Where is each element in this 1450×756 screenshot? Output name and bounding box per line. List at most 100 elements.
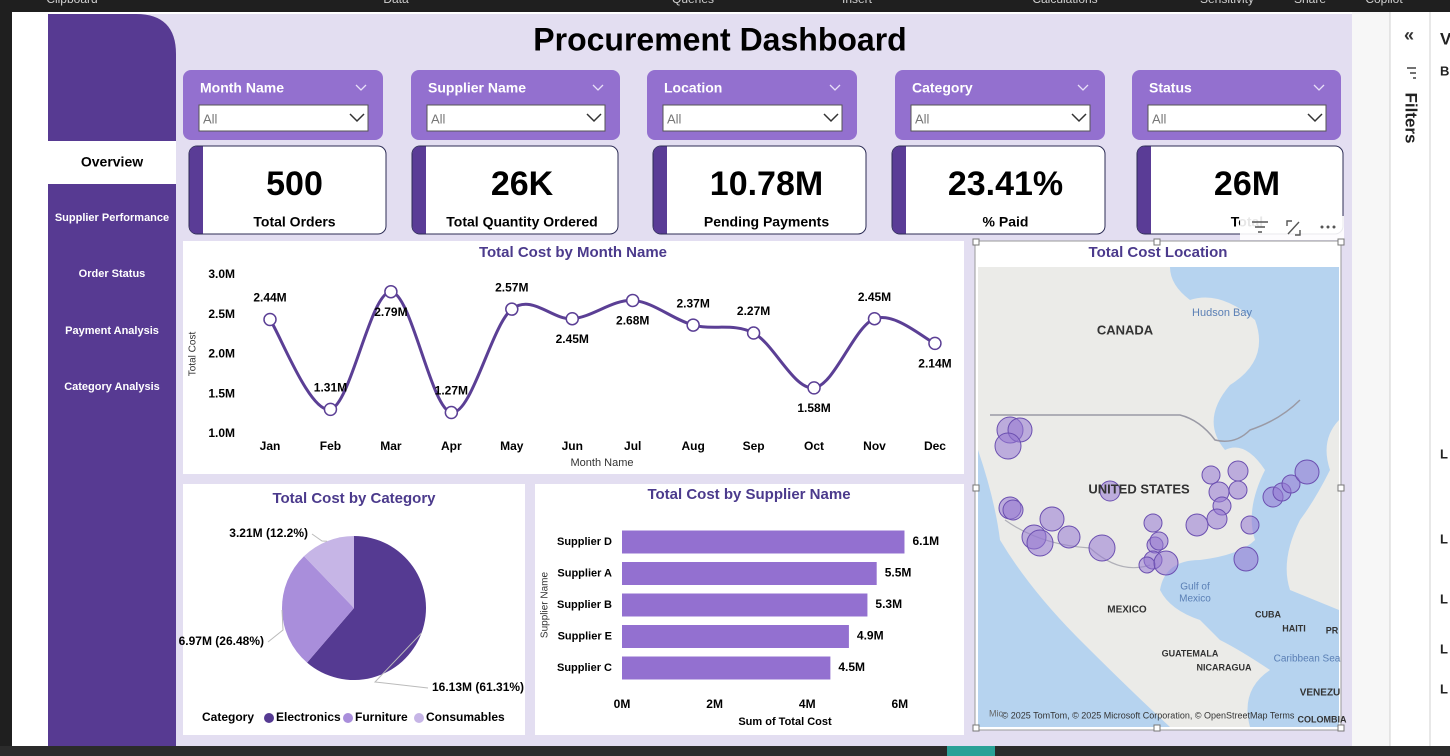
data-point xyxy=(928,336,942,351)
legend-marker[interactable] xyxy=(414,713,424,723)
map-label: GUATEMALA xyxy=(1162,648,1219,658)
selection-handle[interactable] xyxy=(1337,724,1345,732)
data-label: 5.5M xyxy=(885,566,912,580)
selection-handle[interactable] xyxy=(972,484,980,492)
bar[interactable] xyxy=(622,593,868,617)
data-point xyxy=(384,284,398,299)
map-bubble[interactable] xyxy=(1039,506,1065,532)
data-label: 3.21M (12.2%) xyxy=(229,526,308,540)
legend-title: Category xyxy=(202,710,254,724)
pie-slice xyxy=(282,556,354,663)
pane-icon[interactable] xyxy=(1407,67,1416,79)
map-bubble[interactable] xyxy=(1281,474,1301,494)
status-tab xyxy=(947,746,995,756)
focus-icon[interactable] xyxy=(1286,220,1301,236)
bar[interactable] xyxy=(622,530,905,554)
map-label: CUBA xyxy=(1255,609,1281,619)
map-bubble[interactable] xyxy=(1228,480,1248,500)
selection-handle[interactable] xyxy=(1337,484,1345,492)
slicer-label: Supplier Name xyxy=(428,80,526,96)
map-bubble[interactable] xyxy=(1201,465,1221,485)
selection-handle[interactable] xyxy=(972,238,980,246)
more-icon[interactable] xyxy=(1320,225,1324,229)
kpi-stripe xyxy=(189,146,203,234)
y-axis-title: Supplier Name xyxy=(540,571,551,638)
slicer-label: Month Name xyxy=(200,80,284,96)
y-tick-label: 2.0M xyxy=(208,347,235,361)
data-label: 1.31M xyxy=(314,381,347,395)
map-bubble[interactable] xyxy=(1057,525,1081,549)
dashboard-title: Procurement Dashboard xyxy=(533,21,906,57)
map-bubble[interactable] xyxy=(1240,515,1260,535)
data-label: 6.97M (26.48%) xyxy=(179,634,264,648)
map-bubble[interactable] xyxy=(1294,459,1320,485)
leader-line xyxy=(267,609,284,643)
map-bubble[interactable] xyxy=(1099,480,1121,502)
leader-line xyxy=(373,632,429,689)
map-bubble[interactable] xyxy=(1143,513,1163,533)
bar[interactable] xyxy=(622,625,849,648)
data-label: 4.9M xyxy=(857,629,884,643)
slicer-chevron xyxy=(829,84,841,91)
visual-header xyxy=(1240,216,1344,240)
x-tick-label: Apr xyxy=(441,439,462,453)
map-label: VENEZU xyxy=(1300,688,1341,699)
map-water xyxy=(978,450,1170,727)
selection-handle[interactable] xyxy=(972,724,980,732)
slicer-value: All xyxy=(915,111,930,126)
x-tick-label: Aug xyxy=(681,439,704,453)
more-icon[interactable] xyxy=(1326,225,1330,229)
data-point xyxy=(746,326,761,340)
y-tick-label: 1.0M xyxy=(208,426,235,440)
map-label: UNITED STATES xyxy=(1088,481,1190,496)
slicer-dropdown[interactable] xyxy=(1147,104,1327,132)
map-bubble[interactable] xyxy=(1026,529,1054,557)
legend-label: Furniture xyxy=(355,710,408,724)
bar[interactable] xyxy=(622,562,877,585)
x-tick-label: Dec xyxy=(924,439,946,453)
data-point xyxy=(686,318,700,332)
map-label: COLOMBIA xyxy=(1298,714,1347,724)
slicer-dropdown[interactable] xyxy=(662,104,843,132)
nav-button: Category Analysis xyxy=(64,381,160,393)
selection-handle[interactable] xyxy=(1153,238,1161,246)
nav-button: Supplier Performance xyxy=(55,212,169,224)
more-icon[interactable] xyxy=(1332,225,1336,229)
slicer-dropdown[interactable] xyxy=(426,104,606,132)
y-tick-label: Supplier D xyxy=(557,536,612,548)
data-point xyxy=(323,402,338,417)
slicer-dropdown[interactable] xyxy=(198,104,369,132)
map-bubble[interactable] xyxy=(1149,531,1169,551)
ribbon-tab: Sensitivity xyxy=(1200,0,1254,6)
map-bubble[interactable] xyxy=(1227,460,1249,482)
data-label: 1.27M xyxy=(435,384,468,398)
legend-marker[interactable] xyxy=(343,713,353,723)
map-bubble[interactable] xyxy=(994,432,1022,460)
pane-letter: L xyxy=(1440,591,1448,606)
kpi-stripe xyxy=(412,146,426,234)
selection-handle[interactable] xyxy=(1337,238,1345,246)
status-bar xyxy=(0,746,1450,756)
bar[interactable] xyxy=(622,656,831,680)
nav-active[interactable] xyxy=(48,141,176,184)
map-bubble[interactable] xyxy=(1233,546,1259,572)
slicer-chevron xyxy=(1313,84,1325,91)
map-bubble[interactable] xyxy=(1185,513,1209,537)
map-bubble[interactable] xyxy=(1138,556,1156,574)
filter-icon[interactable] xyxy=(1252,221,1268,233)
slicer-dropdown[interactable] xyxy=(910,104,1091,132)
nav-button: Payment Analysis xyxy=(65,325,159,337)
map-bubble[interactable] xyxy=(1002,499,1024,521)
map-bubble[interactable] xyxy=(1206,508,1228,530)
data-point xyxy=(565,311,579,326)
data-point xyxy=(505,302,519,316)
map-label: HAITI xyxy=(1282,623,1306,633)
ribbon-tab: Queries xyxy=(672,0,714,6)
x-tick-label: Jul xyxy=(624,439,641,453)
map-bubble[interactable] xyxy=(1153,550,1179,576)
kpi-value: 23.41% xyxy=(948,165,1063,203)
map-label: MEXICO xyxy=(1107,605,1147,616)
selection-handle[interactable] xyxy=(1153,724,1161,732)
map-bubble[interactable] xyxy=(1088,534,1116,562)
legend-marker[interactable] xyxy=(264,713,274,723)
